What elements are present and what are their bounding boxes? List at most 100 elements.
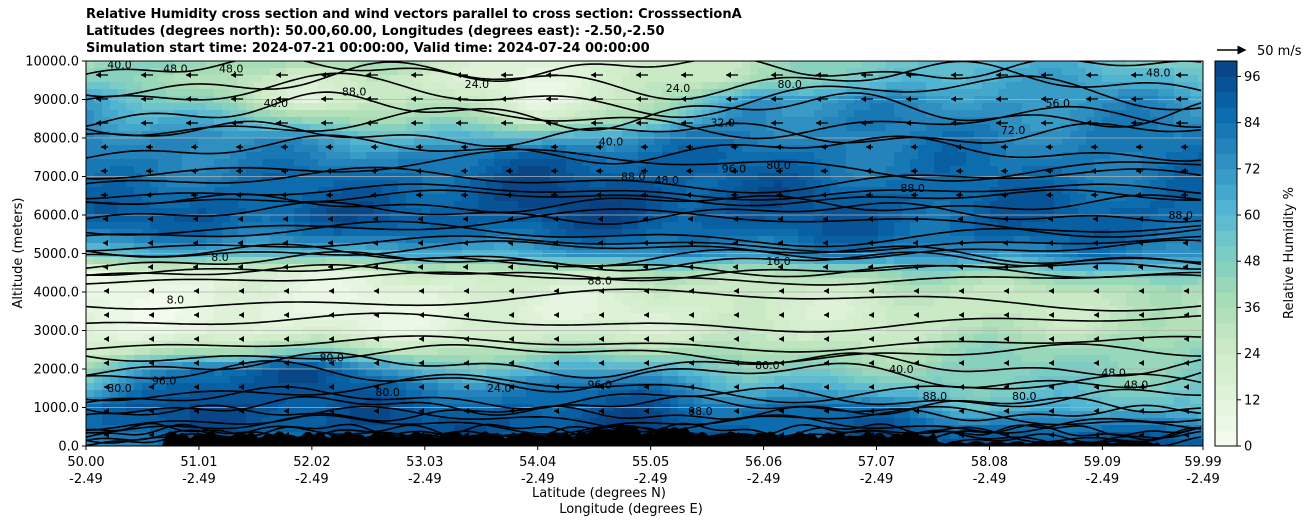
heat-cell [502,390,511,398]
heat-cell [278,320,287,328]
heat-cell [502,194,511,202]
heat-cell [182,215,191,223]
heat-cell [174,124,183,132]
heat-cell [662,166,671,174]
heat-cell [438,138,447,146]
heat-cell [182,117,191,125]
heat-cell [262,306,271,314]
heat-cell [406,299,415,307]
chart-title-line-2: Latitudes (degrees north): 50.00,60.00, … [86,24,665,39]
heat-cell [278,418,287,426]
heat-cell [750,110,759,118]
heat-cell [702,390,711,398]
heat-cell [702,103,711,111]
heat-cell [254,61,263,69]
heat-cell [118,264,127,272]
heat-cell [358,411,367,419]
heat-cell [726,278,735,286]
heat-cell [598,390,607,398]
heat-cell [510,215,519,223]
heat-cell [254,411,263,419]
heat-cell [590,257,599,265]
heat-cell [542,159,551,167]
heat-cell [702,362,711,370]
heat-cell [806,110,815,118]
heat-cell [374,131,383,139]
heat-cell [134,369,143,377]
heat-cell [438,222,447,230]
heat-cell [486,215,495,223]
heat-cell [566,152,575,160]
heat-cell [230,124,239,132]
heat-cell [702,110,711,118]
heat-cell [358,110,367,118]
heat-cell [710,61,719,69]
heat-cell [646,257,655,265]
heat-cell [558,418,567,426]
heat-cell [262,313,271,321]
heat-cell [510,117,519,125]
heat-cell [470,292,479,300]
heat-cell [406,194,415,202]
heat-cell [790,292,799,300]
heat-cell [470,306,479,314]
heat-cell [342,306,351,314]
heat-cell [790,397,799,405]
heat-cell [806,215,815,223]
heat-cell [150,159,159,167]
heat-cell [710,341,719,349]
heat-cell [310,68,319,76]
heat-cell [158,369,167,377]
heat-cell [446,110,455,118]
heat-cell [294,264,303,272]
heat-cell [254,334,263,342]
heat-cell [798,236,807,244]
heat-cell [150,89,159,97]
heat-cell [774,117,783,125]
heat-cell [366,390,375,398]
heat-cell [262,201,271,209]
heat-cell [694,82,703,90]
heat-cell [166,264,175,272]
heat-cell [534,418,543,426]
heat-cell [534,369,543,377]
heat-cell [718,82,727,90]
heat-cell [110,82,119,90]
heat-cell [774,306,783,314]
heat-cell [670,131,679,139]
heat-cell [214,89,223,97]
heat-cell [382,306,391,314]
heat-cell [446,131,455,139]
heat-cell [790,152,799,160]
heat-cell [158,117,167,125]
heat-cell [398,243,407,251]
heat-cell [286,278,295,286]
heat-cell [166,166,175,174]
heat-cell [686,362,695,370]
heat-cell [726,383,735,391]
heat-cell [318,271,327,279]
heat-cell [406,369,415,377]
heat-cell [486,159,495,167]
heat-cell [542,152,551,160]
heat-cell [662,124,671,132]
heat-cell [662,418,671,426]
heat-cell [422,397,431,405]
heat-cell [262,208,271,216]
heat-cell [590,180,599,188]
heat-cell [790,278,799,286]
heat-cell [398,418,407,426]
heat-cell [806,264,815,272]
heat-cell [126,180,135,188]
heat-cell [790,390,799,398]
heat-cell [558,229,567,237]
heat-cell [718,236,727,244]
heat-cell [798,390,807,398]
heat-cell [222,180,231,188]
heat-cell [262,355,271,363]
heat-cell [654,110,663,118]
heat-cell [550,390,559,398]
heat-cell [142,264,151,272]
heat-cell [726,271,735,279]
heat-cell [374,103,383,111]
